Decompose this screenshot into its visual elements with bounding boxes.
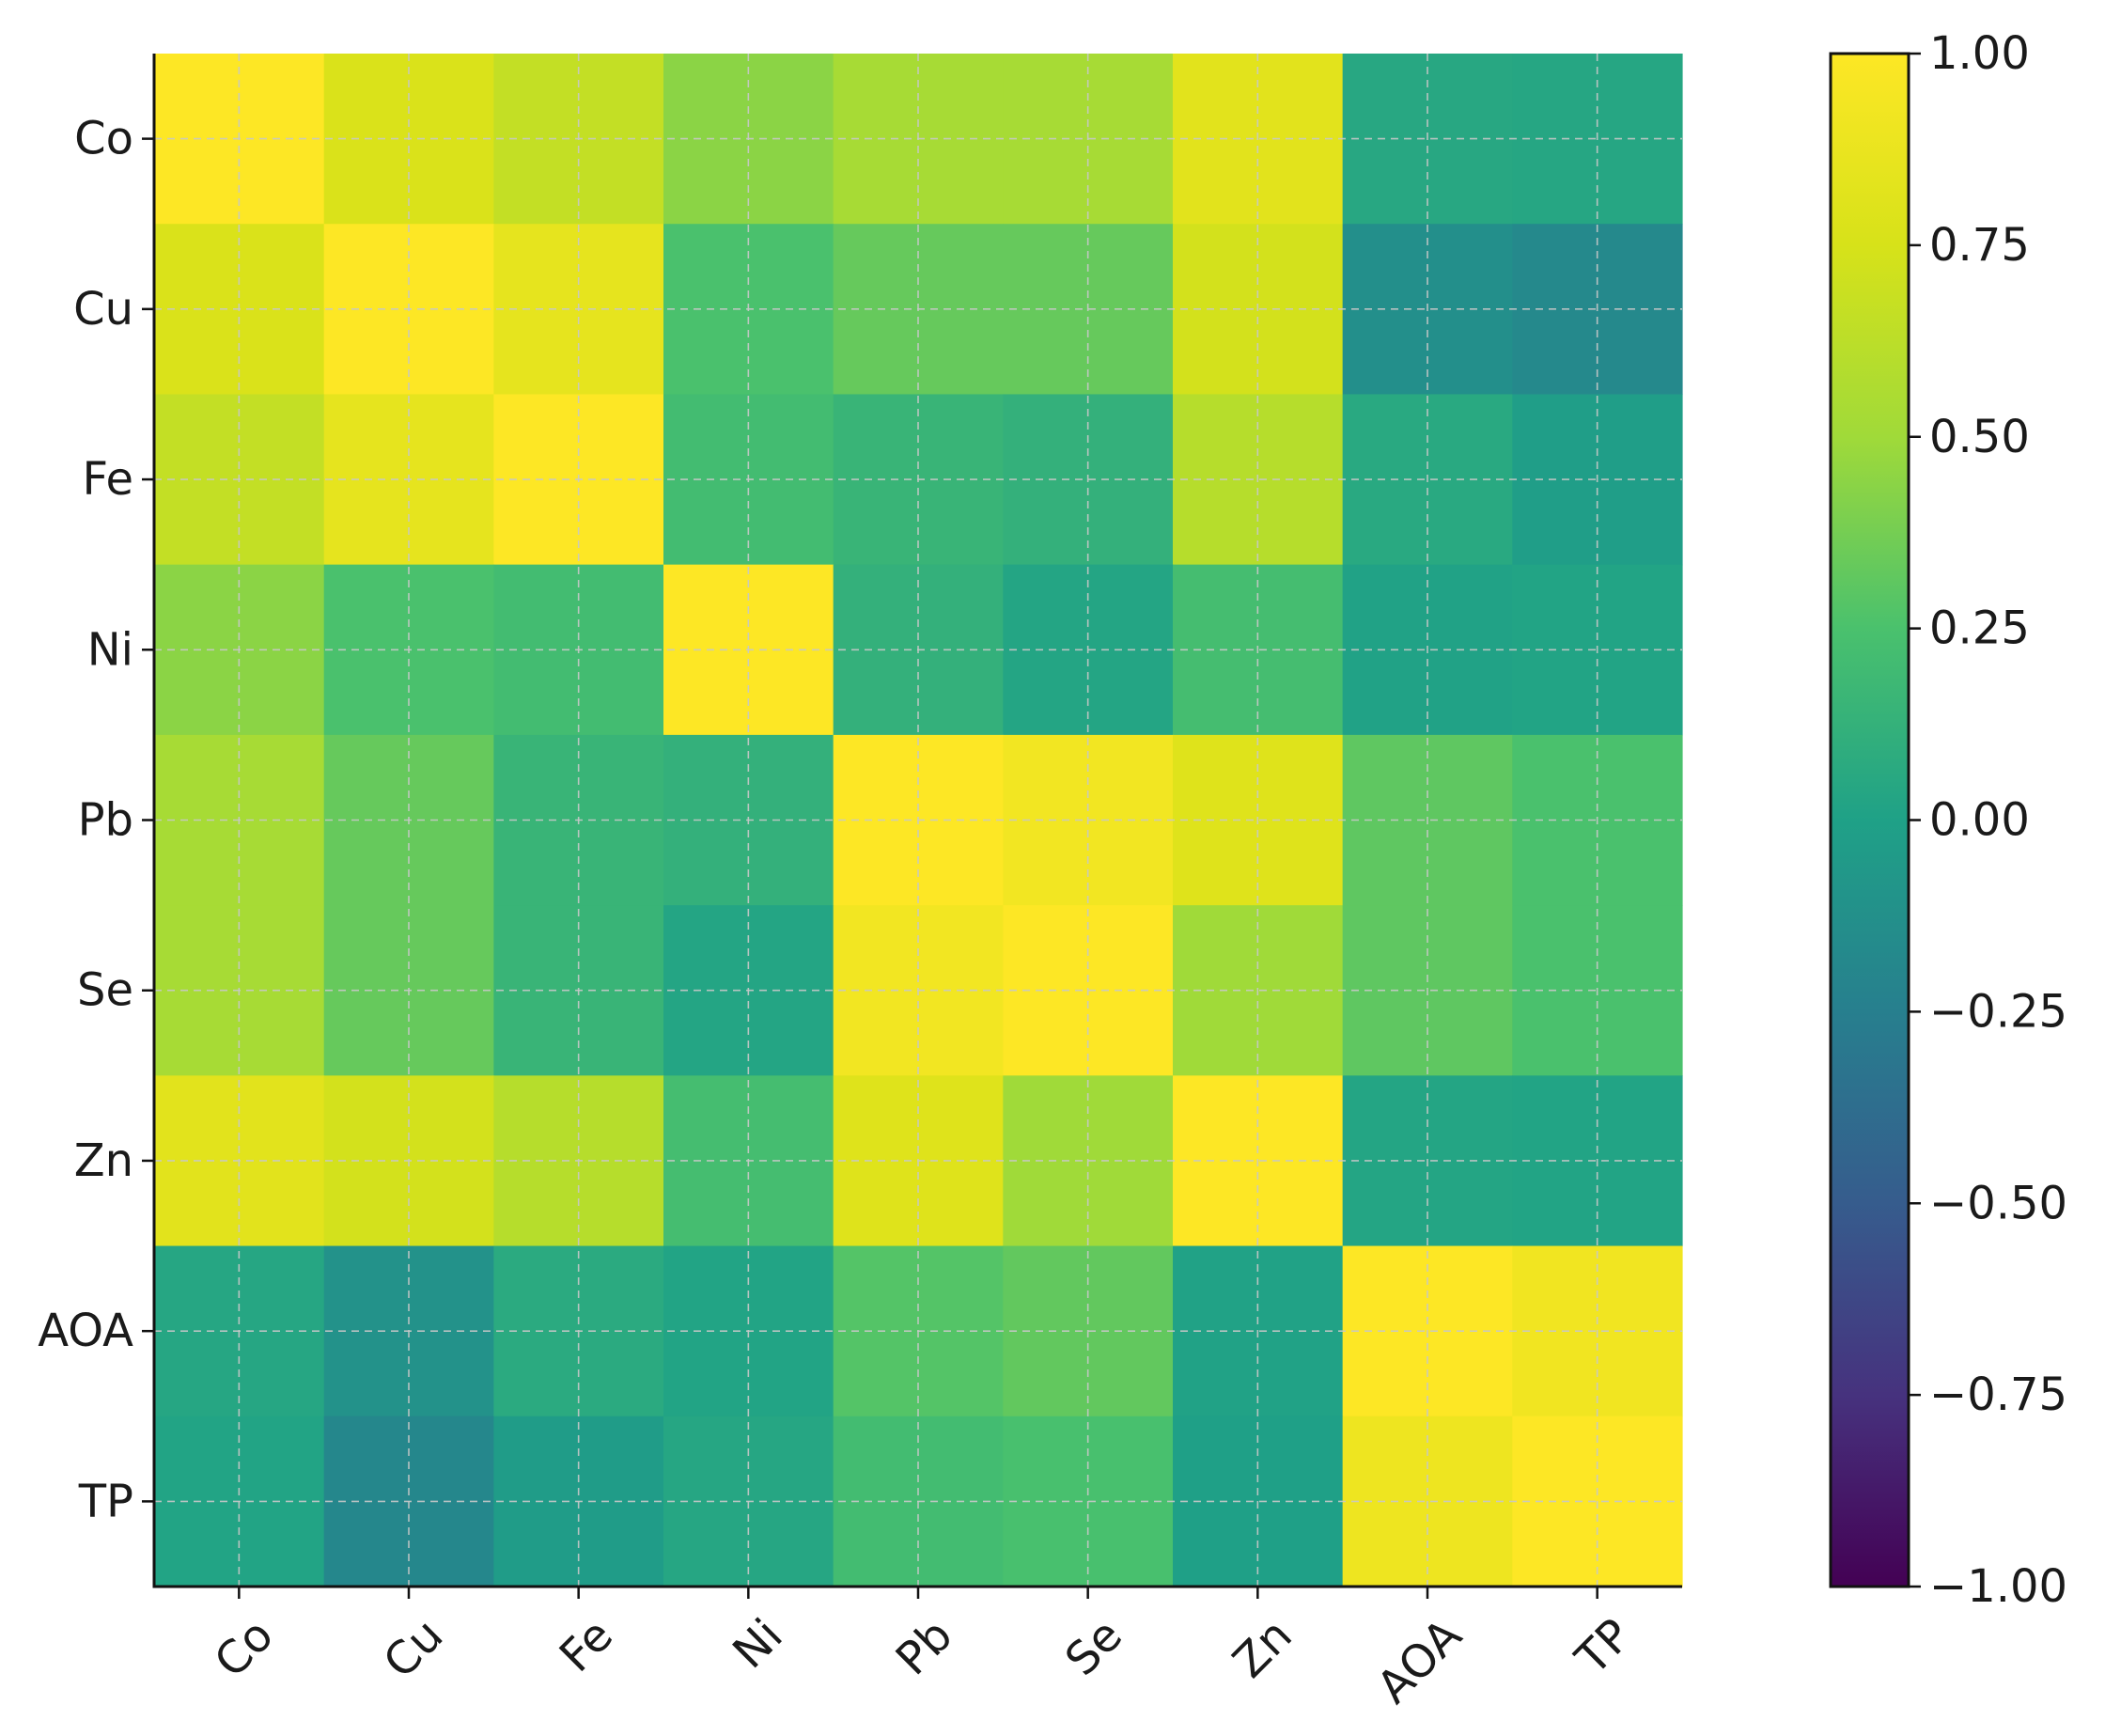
x-tick-label-AOA: AOA <box>1367 1609 1473 1714</box>
colorbar-tick-label: −1.00 <box>1929 1560 2067 1613</box>
colorbar-tick-label: −0.50 <box>1929 1177 2067 1229</box>
colorbar-tick-label: 0.50 <box>1929 411 2030 463</box>
colorbar-tick-label: 1.00 <box>1929 27 2030 80</box>
colorbar-tick-label: 0.25 <box>1929 602 2030 655</box>
colorbar-tick-label: −0.25 <box>1929 985 2067 1038</box>
colorbar-gradient <box>1829 52 1910 1588</box>
y-tick-label-AOA: AOA <box>38 1305 133 1357</box>
y-tick-label-Co: Co <box>74 113 133 165</box>
colorbar: 1.00 0.75 0.50 0.25 0.00 −0.25 −0.50 −0.75 −1.00 <box>1829 27 2067 1613</box>
colorbar-tick-label: −0.75 <box>1929 1368 2067 1421</box>
x-tick-label-Zn: Zn <box>1223 1609 1302 1688</box>
y-tick-label-Pb: Pb <box>78 794 133 847</box>
colorbar-tick-label: 0.75 <box>1929 219 2030 272</box>
y-tick-label-Ni: Ni <box>87 623 133 676</box>
y-tick-label-Zn: Zn <box>74 1134 133 1187</box>
y-tick-label-Se: Se <box>77 964 133 1017</box>
x-tick-label-TP: TP <box>1566 1609 1643 1686</box>
y-tick-label-Fe: Fe <box>82 453 133 506</box>
gridlines <box>154 54 1682 1587</box>
x-tick-label-Pb: Pb <box>886 1609 963 1686</box>
colorbar-tick-label: 0.00 <box>1929 794 2030 847</box>
x-tick-label-Cu: Cu <box>374 1609 454 1689</box>
x-tick-label-Fe: Fe <box>550 1609 623 1682</box>
x-tick-label-Co: Co <box>205 1609 284 1688</box>
x-tick-label-Ni: Ni <box>723 1609 792 1679</box>
y-tick-label-TP: TP <box>78 1475 133 1527</box>
x-tick-label-Se: Se <box>1055 1609 1132 1686</box>
y-tick-label-Cu: Cu <box>73 283 133 336</box>
